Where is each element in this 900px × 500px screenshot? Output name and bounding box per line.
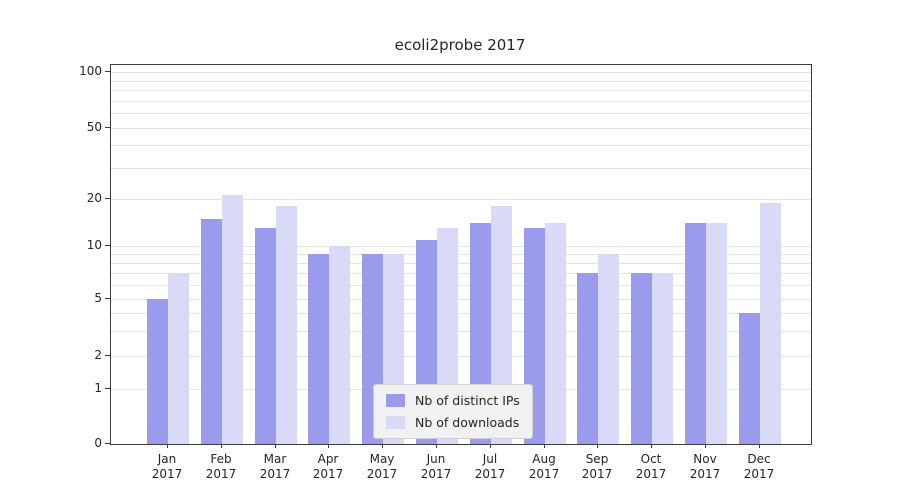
bar-distinct-ips-feb [201, 219, 222, 444]
legend-swatch-distinct-ips [386, 394, 405, 407]
plot-area: Nb of distinct IPs Nb of downloads [110, 64, 812, 445]
bar-distinct-ips-sep [577, 273, 598, 444]
bar-downloads-jan [168, 273, 189, 444]
y-tick-label: 2 [94, 348, 102, 362]
x-tick-label: Dec 2017 [743, 452, 775, 481]
gridline [111, 101, 811, 102]
x-tick-mark [544, 444, 545, 448]
bar-distinct-ips-nov [685, 223, 706, 444]
gridline [111, 128, 811, 129]
bar-distinct-ips-dec [739, 313, 760, 444]
gridline [111, 145, 811, 146]
bar-downloads-mar [276, 206, 297, 444]
legend-entry-downloads: Nb of downloads [386, 415, 520, 430]
y-tick-label: 1 [94, 381, 102, 395]
y-tick-mark [105, 198, 110, 199]
bar-distinct-ips-jan [147, 299, 168, 444]
gridline [111, 113, 811, 114]
bar-downloads-nov [706, 223, 727, 444]
bar-distinct-ips-apr [308, 254, 329, 444]
gridline [111, 254, 811, 255]
x-tick-label: Aug 2017 [528, 452, 560, 481]
x-tick-label: Jan 2017 [151, 452, 183, 481]
gridline [111, 299, 811, 300]
y-tick-mark [105, 388, 110, 389]
x-tick-label: Apr 2017 [312, 452, 344, 481]
y-tick-mark [105, 298, 110, 299]
legend-label-distinct-ips: Nb of distinct IPs [415, 393, 520, 408]
y-tick-label: 50 [86, 120, 102, 134]
gridline [111, 246, 811, 247]
bar-downloads-oct [652, 273, 673, 444]
x-tick-mark [275, 444, 276, 448]
y-tick-mark [105, 443, 110, 444]
legend-swatch-downloads [386, 416, 405, 429]
x-tick-label: Jun 2017 [420, 452, 452, 481]
x-tick-label: Oct 2017 [635, 452, 667, 481]
y-tick-mark [105, 127, 110, 128]
legend-label-downloads: Nb of downloads [415, 415, 520, 430]
x-tick-label: Feb 2017 [205, 452, 237, 481]
gridline [111, 168, 811, 169]
x-tick-mark [382, 444, 383, 448]
x-tick-mark [436, 444, 437, 448]
y-tick-mark [105, 71, 110, 72]
gridline [111, 72, 811, 73]
y-tick-label: 5 [94, 291, 102, 305]
bar-downloads-sep [598, 254, 619, 444]
bar-distinct-ips-oct [631, 273, 652, 444]
gridline [111, 285, 811, 286]
x-tick-mark [167, 444, 168, 448]
legend: Nb of distinct IPs Nb of downloads [373, 384, 533, 439]
bar-downloads-apr [329, 246, 350, 444]
x-tick-label: May 2017 [366, 452, 398, 481]
x-tick-mark [328, 444, 329, 448]
x-tick-mark [597, 444, 598, 448]
y-tick-mark [105, 245, 110, 246]
bar-downloads-aug [545, 223, 566, 444]
bar-downloads-dec [760, 203, 781, 444]
legend-entry-distinct-ips: Nb of distinct IPs [386, 393, 520, 408]
x-tick-mark [759, 444, 760, 448]
x-tick-mark [651, 444, 652, 448]
x-tick-label: Mar 2017 [259, 452, 291, 481]
x-tick-mark [221, 444, 222, 448]
bar-distinct-ips-mar [255, 228, 276, 444]
y-tick-label: 0 [94, 436, 102, 450]
y-tick-label: 10 [86, 238, 102, 252]
x-tick-mark [705, 444, 706, 448]
x-tick-label: Sep 2017 [581, 452, 613, 481]
y-tick-label: 20 [86, 191, 102, 205]
y-tick-mark [105, 355, 110, 356]
gridline [111, 81, 811, 82]
x-tick-label: Nov 2017 [689, 452, 721, 481]
chart-title: ecoli2probe 2017 [394, 36, 526, 54]
gridline [111, 331, 811, 332]
gridline [111, 263, 811, 264]
bar-downloads-feb [222, 195, 243, 444]
gridline [111, 199, 811, 200]
gridline [111, 273, 811, 274]
gridline [111, 356, 811, 357]
y-tick-label: 100 [79, 64, 102, 78]
x-tick-label: Jul 2017 [474, 452, 506, 481]
gridline [111, 90, 811, 91]
gridline [111, 313, 811, 314]
x-tick-mark [490, 444, 491, 448]
